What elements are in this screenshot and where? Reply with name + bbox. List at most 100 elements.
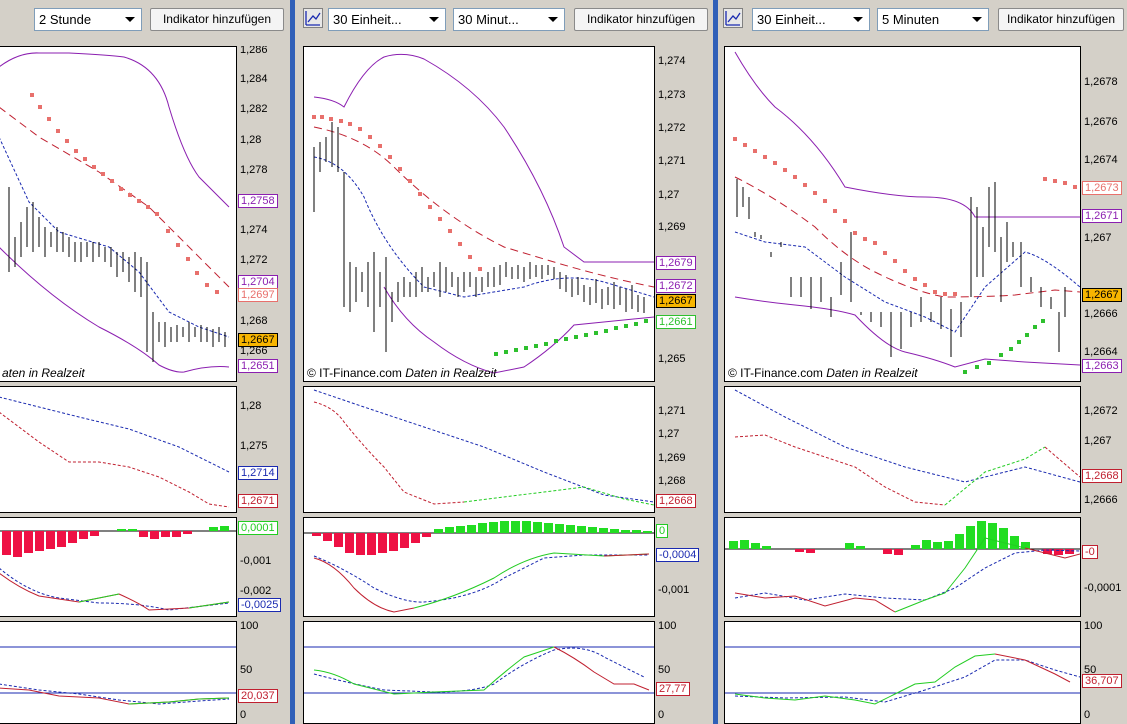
stochastic-plot <box>304 646 654 695</box>
ma-chart[interactable] <box>0 386 237 513</box>
price-tick: 1,2678 <box>1084 76 1118 88</box>
current-price-badge: 1,2667 <box>1082 288 1122 302</box>
price-plot <box>312 53 654 374</box>
price-chart[interactable]: aten in Realzeit <box>0 46 237 382</box>
bollinger-lower-badge: 1,2663 <box>1082 359 1122 373</box>
macd-plot <box>0 526 236 611</box>
price-axis: 1,274 1,273 1,272 1,271 1,27 1,269 1,265… <box>655 46 713 382</box>
units-dropdown[interactable]: 30 Einheit... <box>328 8 446 31</box>
chart-type-icon[interactable] <box>723 8 743 28</box>
price-tick: 1,269 <box>658 221 686 233</box>
stochastic-tick: 100 <box>658 621 677 632</box>
interval-dropdown[interactable]: 2 Stunde <box>34 8 142 31</box>
macd-signal-badge: -0,0004 <box>656 548 700 562</box>
stochastic-badge: 27,77 <box>656 682 690 696</box>
chart-pane-2: 30 Einheit... 30 Minut... Indikator hinz… <box>295 0 713 724</box>
ma-red-badge: 1,2668 <box>1082 469 1122 483</box>
macd-histogram-badge: 0 <box>656 524 669 538</box>
price-tick: 1,273 <box>658 89 686 101</box>
stochastic-chart[interactable] <box>724 621 1081 724</box>
price-tick: 1,282 <box>240 103 268 115</box>
bollinger-upper-badge: 1,2758 <box>238 194 278 208</box>
price-axis: 1,286 1,284 1,282 1,28 1,278 1,274 1,272… <box>237 46 289 382</box>
chart-toolbar: 30 Einheit... 5 Minuten Indikator hinzuf… <box>718 0 1127 40</box>
stochastic-tick: 0 <box>240 709 247 721</box>
chart-type-icon[interactable] <box>303 8 323 28</box>
bollinger-upper-badge: 1,2671 <box>1082 209 1122 223</box>
ma-tick: 1,267 <box>1084 435 1112 447</box>
stochastic-plot <box>0 646 236 705</box>
realtime-text: Daten in Realzeit <box>826 366 918 380</box>
macd-chart[interactable] <box>724 517 1081 617</box>
stochastic-chart[interactable] <box>303 621 655 724</box>
price-tick: 1,284 <box>240 73 268 85</box>
interval-dropdown[interactable]: 30 Minut... <box>453 8 565 31</box>
price-tick: 1,272 <box>240 254 268 266</box>
price-tick: 1,2674 <box>1084 154 1118 166</box>
ma-tick: 1,2666 <box>1084 494 1118 506</box>
price-tick: 1,274 <box>240 224 268 236</box>
stochastic-badge: 36,707 <box>1082 674 1122 688</box>
ma-tick: 1,275 <box>240 440 268 452</box>
stochastic-axis: 100 50 0 20,037 <box>237 621 289 724</box>
price-chart[interactable]: © IT-Finance.com Daten in Realzeit <box>303 46 655 382</box>
add-indicator-button[interactable]: Indikator hinzufügen <box>998 8 1124 31</box>
stochastic-axis: 100 50 0 36,707 <box>1081 621 1127 724</box>
current-price-badge: 1,2667 <box>656 294 696 308</box>
macd-tick: -0,0001 <box>1084 582 1122 594</box>
add-indicator-button[interactable]: Indikator hinzufügen <box>574 8 708 31</box>
price-chart[interactable]: © IT-Finance.com Daten in Realzeit <box>724 46 1081 382</box>
ma-axis: 1,2672 1,267 1,2666 1,2668 <box>1081 386 1127 513</box>
pane-separator[interactable] <box>713 0 718 724</box>
ma-tick: 1,27 <box>658 428 680 440</box>
units-value: 30 Einheit... <box>757 12 826 27</box>
ma-chart[interactable] <box>724 386 1081 513</box>
macd-chart[interactable] <box>303 517 655 617</box>
ma-plot <box>734 389 1080 506</box>
macd-axis: 0,0001 -0,001 -0,002 -0,0025 <box>237 517 289 617</box>
chart-pane-1: 2 Stunde Indikator hinzufügen aten in Re… <box>0 0 289 724</box>
price-tick: 1,268 <box>240 315 268 327</box>
chart-toolbar: 2 Stunde Indikator hinzufügen <box>0 0 289 40</box>
price-tick: 1,272 <box>658 122 686 134</box>
ma-red-badge: 1,2668 <box>656 494 696 508</box>
macd-tick: -0,001 <box>658 584 690 596</box>
chevron-down-icon <box>969 10 985 29</box>
stochastic-chart[interactable] <box>0 621 237 724</box>
stochastic-axis: 100 50 0 27,77 <box>655 621 713 724</box>
stochastic-tick: 50 <box>240 664 253 676</box>
interval-dropdown[interactable]: 5 Minuten <box>877 8 989 31</box>
macd-axis: 0 -0,0004 -0,001 <box>655 517 713 617</box>
chart-pane-3: 30 Einheit... 5 Minuten Indikator hinzuf… <box>718 0 1127 724</box>
stochastic-tick: 100 <box>1084 621 1103 632</box>
macd-chart[interactable] <box>0 517 237 617</box>
macd-histogram-badge: 0,0001 <box>238 521 278 535</box>
macd-signal-badge: -0,0025 <box>238 598 282 612</box>
stochastic-tick: 50 <box>658 664 671 676</box>
add-indicator-button[interactable]: Indikator hinzufügen <box>150 8 284 31</box>
copyright-text: © IT-Finance.com <box>728 366 823 380</box>
ma-tick: 1,271 <box>658 405 686 417</box>
price-plot <box>733 51 1080 374</box>
ma-tick: 1,268 <box>658 475 686 487</box>
price-tick: 1,28 <box>240 134 262 146</box>
realtime-text: Daten in Realzeit <box>405 366 497 380</box>
sar-badge: 1,2697 <box>238 288 278 302</box>
pane-separator[interactable] <box>290 0 295 724</box>
price-tick: 1,267 <box>1084 232 1112 244</box>
copyright-text: © IT-Finance.com <box>307 366 402 380</box>
chevron-down-icon <box>545 10 561 29</box>
interval-value: 5 Minuten <box>882 12 940 27</box>
units-dropdown[interactable]: 30 Einheit... <box>752 8 870 31</box>
macd-histogram-badge: -0 <box>1082 545 1098 559</box>
ma-blue-badge: 1,2714 <box>238 466 278 480</box>
bollinger-mid-badge: 1,2704 <box>238 275 278 289</box>
ma-tick: 1,2672 <box>1084 405 1118 417</box>
chevron-down-icon <box>426 10 442 29</box>
sar-badge: 1,2673 <box>1082 181 1122 195</box>
macd-axis: -0 -0,0001 <box>1081 517 1127 617</box>
stochastic-badge: 20,037 <box>238 689 278 703</box>
price-tick: 1,278 <box>240 164 268 176</box>
ma-chart[interactable] <box>303 386 655 513</box>
price-tick: 1,286 <box>240 46 268 56</box>
